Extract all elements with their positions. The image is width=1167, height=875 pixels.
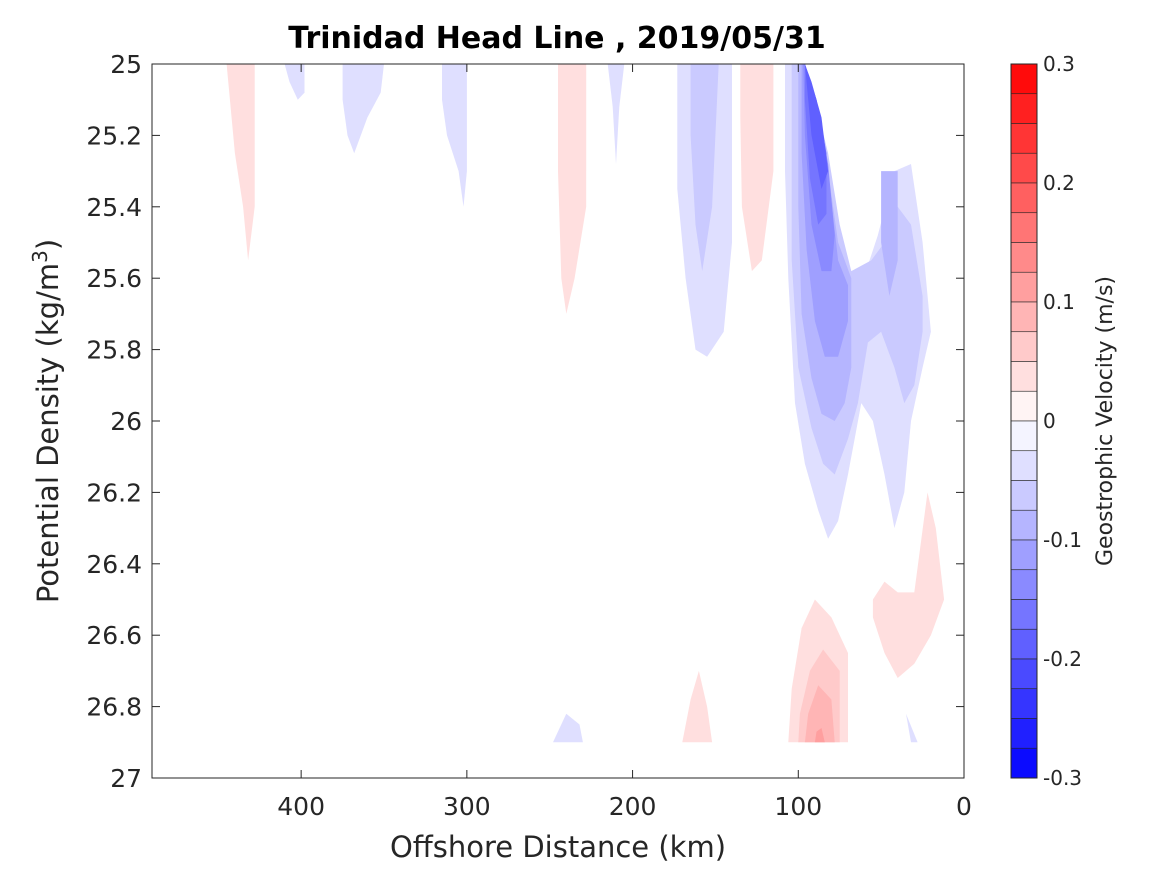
colorbar-segment [1010, 331, 1038, 362]
contour-region-1 [284, 64, 305, 100]
colorbar-segment [1010, 390, 1038, 422]
contour-region-18 [553, 713, 583, 743]
contour-region-23 [814, 728, 825, 743]
colorbar-label: Geostrophic Velocity (m/s) [1093, 276, 1118, 566]
colorbar-tick-label: 0.3 [1043, 52, 1075, 76]
colorbar-segment [1010, 718, 1038, 749]
colorbar-tick-label: 0.2 [1043, 171, 1075, 195]
contour-region-4 [558, 64, 587, 314]
colorbar-segment [1010, 420, 1038, 452]
colorbar: 0.3 0.2 0.1 0 -0.1 -0.2 -0.3 [1010, 52, 1082, 790]
contour-region-7 [690, 64, 719, 272]
y-axis-label-end: ) [31, 239, 65, 250]
colorbar-frame [1010, 63, 1038, 779]
colorbar-segment [1010, 271, 1038, 303]
contour-region-19 [682, 670, 713, 743]
x-tick-label: 100 [774, 792, 822, 821]
colorbar-segment [1010, 509, 1038, 541]
x-tick-label: 300 [443, 792, 491, 821]
colorbar-segment [1010, 658, 1038, 690]
colorbar-tick-label: -0.1 [1043, 528, 1082, 552]
x-axis: 400 300 200 100 0 [277, 64, 972, 821]
y-tick-label: 25.2 [86, 121, 142, 150]
x-tick-label: 200 [609, 792, 657, 821]
y-axis: 25 25.2 25.4 25.6 25.8 26 26.2 26.4 26.6 26.8 27 [86, 50, 964, 793]
y-tick-label: 25.8 [86, 336, 142, 365]
colorbar-tick-label: -0.2 [1043, 647, 1082, 671]
contour-region-15 [804, 64, 829, 189]
y-tick-label: 26.2 [86, 478, 142, 507]
contour-region-2 [342, 64, 384, 154]
colorbar-segment [1010, 93, 1038, 124]
contour-region-8 [740, 64, 774, 272]
colorbar-segment [1010, 301, 1038, 333]
plot-area [151, 63, 965, 779]
y-tick-label: 27 [110, 764, 142, 793]
colorbar-segment [1010, 123, 1038, 154]
y-tick-label: 26.6 [86, 621, 142, 650]
y-tick-label: 26 [110, 407, 142, 436]
contour-region-0 [226, 64, 255, 261]
y-tick-label: 26.8 [86, 693, 142, 722]
chart-title: Trinidad Head Line , 2019/05/31 [288, 21, 825, 56]
contour-layer [226, 64, 945, 743]
colorbar-segment [1010, 628, 1038, 660]
colorbar-segment [1010, 688, 1038, 719]
contour-region-16 [881, 171, 898, 296]
colorbar-segment [1010, 569, 1038, 600]
colorbar-tick-label: 0.1 [1043, 290, 1075, 314]
colorbar-segment [1010, 152, 1038, 184]
colorbar-segment [1010, 182, 1038, 214]
y-tick-label: 25 [110, 50, 142, 79]
colorbar-segment [1010, 212, 1038, 243]
colorbar-segment [1010, 361, 1038, 392]
y-tick-label: 25.4 [86, 193, 142, 222]
contour-region-5 [607, 64, 625, 164]
y-axis-label-main: Potential Density (kg/m [31, 263, 65, 603]
y-tick-label: 25.6 [86, 264, 142, 293]
contour-region-24 [872, 492, 945, 678]
colorbar-segment [1010, 539, 1038, 571]
colorbar-segment [1010, 747, 1038, 779]
contour-region-17 [906, 713, 918, 743]
x-tick-label: 0 [956, 792, 972, 821]
contour-region-22 [804, 685, 835, 743]
colorbar-segment [1010, 242, 1038, 273]
colorbar-segment [1010, 480, 1038, 511]
colorbar-segment [1010, 450, 1038, 481]
colorbar-segment [1010, 63, 1038, 95]
colorbar-tick-label: 0 [1043, 409, 1056, 433]
contour-region-3 [442, 64, 467, 207]
x-tick-label: 400 [277, 792, 325, 821]
x-axis-label: Offshore Distance (km) [390, 830, 726, 864]
y-tick-label: 26.4 [86, 550, 142, 579]
y-axis-label: Potential Density (kg/m3) [28, 239, 65, 603]
y-axis-label-superscript: 3 [28, 250, 52, 263]
colorbar-tick-label: -0.3 [1043, 766, 1082, 790]
colorbar-segment [1010, 599, 1038, 630]
